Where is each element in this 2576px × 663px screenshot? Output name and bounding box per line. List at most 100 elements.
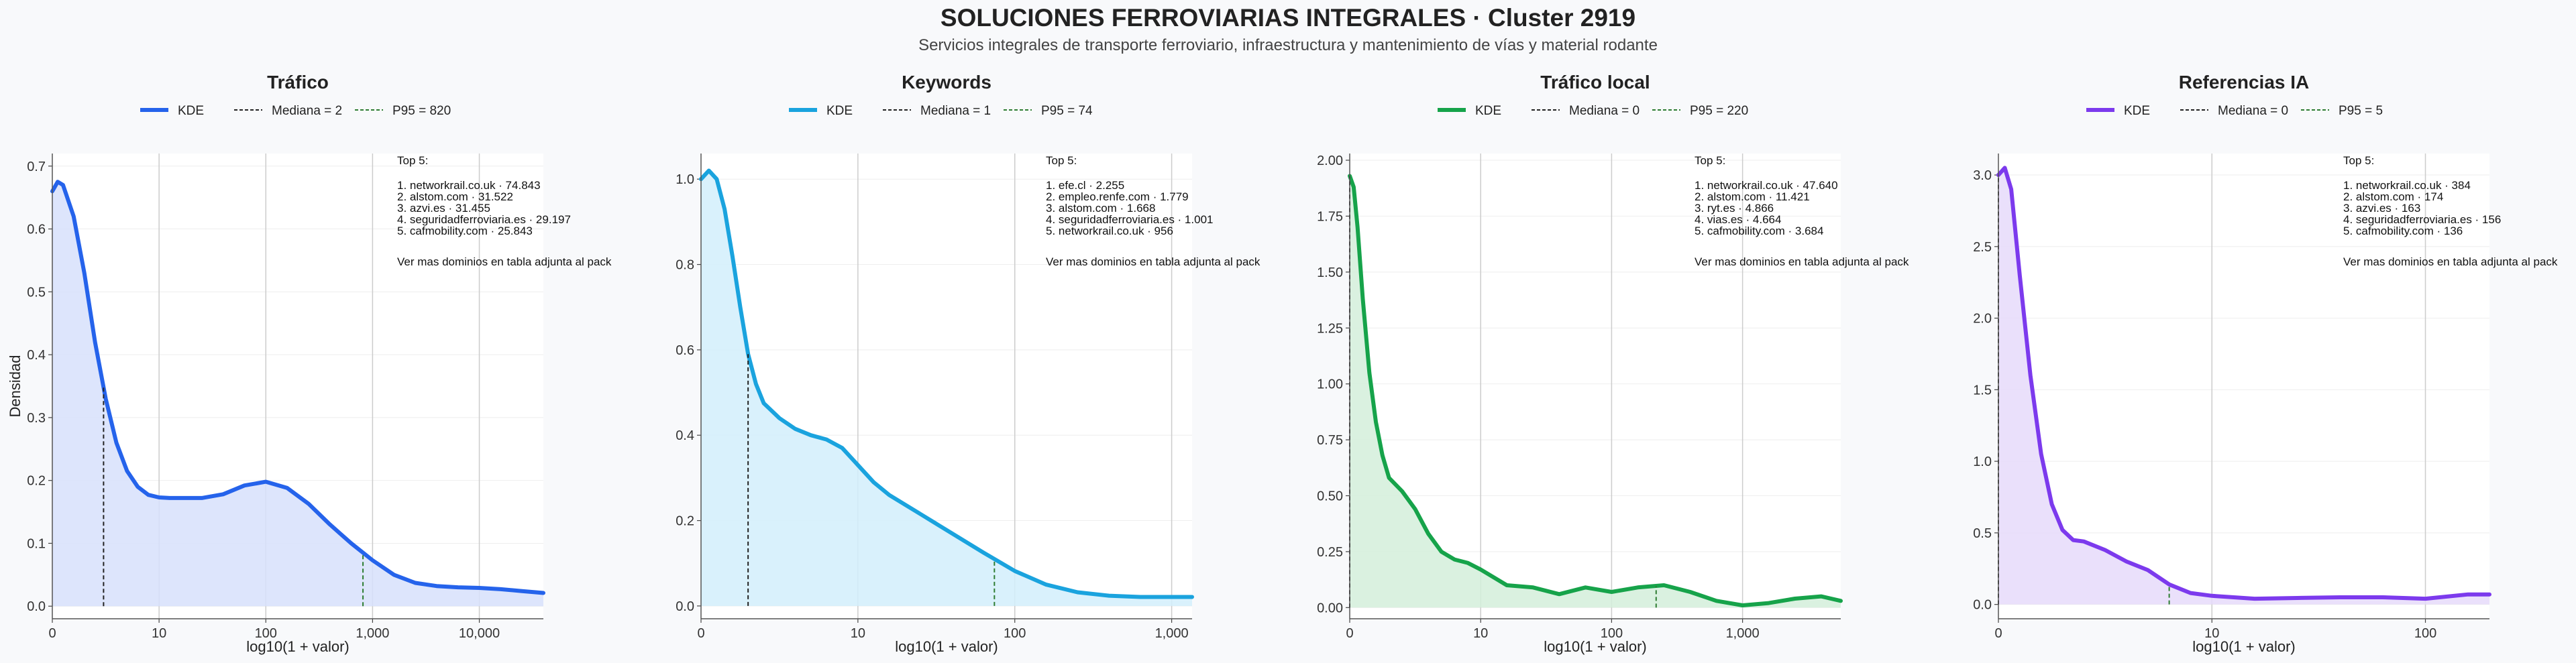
chart-panel: 0.00 0.25 0.50 0.75 1.00 1.25 1.50 1.75 2.00 0 10 1…: [1317, 72, 1909, 655]
y-tick-label: 0.50: [1317, 489, 1343, 503]
y-tick-label: 0.5: [27, 285, 46, 300]
x-tick-label: 0: [1994, 626, 2002, 641]
top5-heading: Top 5:: [1046, 154, 1077, 167]
chart-panel: 0.0 0.2 0.4 0.6 0.8 1.0 0 10 100 1,000 Keywords log…: [676, 72, 1260, 655]
chart-title: Referencias IA: [2179, 72, 2310, 93]
x-tick-label: 0: [697, 626, 704, 641]
top5-item: 1. networkrail.co.uk · 384: [2343, 179, 2471, 192]
chart-title: Tráfico: [267, 72, 329, 93]
x-axis-label: log10(1 + valor): [246, 638, 349, 655]
legend: KDE Mediana = 1 P95 = 74: [789, 104, 1093, 118]
top5-item: 1. networkrail.co.uk · 47.640: [1695, 179, 1838, 192]
y-tick-label: 2.00: [1317, 154, 1343, 168]
top5-item: 3. alstom.com · 1.668: [1046, 202, 1155, 215]
top5-item: 4. vias.es · 4.664: [1695, 213, 1781, 226]
y-tick-label: 0.0: [27, 599, 46, 614]
top5-item: 5. networkrail.co.uk · 956: [1046, 225, 1173, 237]
chart-title: Keywords: [902, 72, 991, 93]
y-tick-label: 0.2: [676, 514, 694, 529]
top5-item: 5. cafmobility.com · 136: [2343, 225, 2463, 237]
legend-label: Mediana = 0: [1569, 104, 1640, 118]
y-tick-label: 0.6: [27, 223, 46, 237]
kde-line: [1996, 166, 2491, 601]
top5-item: 1. efe.cl · 2.255: [1046, 179, 1124, 192]
y-tick-label: 3.0: [1973, 168, 1992, 183]
x-tick-label: 10: [851, 626, 865, 641]
x-tick-label: 1,000: [1155, 626, 1189, 641]
legend-label: KDE: [178, 104, 204, 118]
y-tick-label: 0.25: [1317, 545, 1343, 560]
legend: KDE Mediana = 2 P95 = 820: [140, 104, 451, 118]
top5-heading: Top 5:: [397, 154, 428, 167]
kde-line: [50, 180, 545, 595]
x-tick-label: 10: [1473, 626, 1488, 641]
y-tick-label: 0.4: [676, 428, 694, 443]
kde-area: [1998, 168, 2489, 605]
x-axis-label: log10(1 + valor): [895, 638, 998, 655]
legend: KDE Mediana = 0 P95 = 220: [1438, 104, 1748, 118]
top5-item: 2. alstom.com · 174: [2343, 190, 2443, 203]
top5-item: 4. seguridadferroviaria.es · 156: [2343, 213, 2501, 226]
kde-line: [1348, 174, 1843, 607]
y-tick-label: 2.5: [1973, 240, 1992, 255]
x-tick-label: 0: [1346, 626, 1353, 641]
y-tick-label: 0.3: [27, 411, 46, 426]
legend-label: KDE: [826, 104, 853, 118]
top5-note: Ver mas dominios en tabla adjunta al pac…: [1046, 255, 1260, 268]
top5-heading: Top 5:: [2343, 154, 2374, 167]
y-tick-label: 0.0: [1973, 598, 1992, 613]
x-tick-label: 100: [255, 626, 277, 641]
x-tick-label: 1,000: [356, 626, 389, 641]
legend-label: P95 = 220: [1690, 104, 1748, 118]
y-tick-label: 0.1: [27, 536, 46, 551]
page-subtitle: Servicios integrales de transporte ferro…: [918, 36, 1658, 54]
kde-area: [52, 182, 543, 607]
chart-title: Tráfico local: [1540, 72, 1650, 93]
legend-label: P95 = 5: [2339, 104, 2383, 118]
x-tick-label: 1,000: [1726, 626, 1760, 641]
legend-label: P95 = 74: [1041, 104, 1093, 118]
kde-area: [1350, 176, 1841, 608]
top5-item: 3. azvi.es · 163: [2343, 202, 2420, 215]
y-tick-label: 0.4: [27, 348, 46, 363]
y-tick-label: 1.0: [676, 172, 694, 187]
y-tick-label: 1.75: [1317, 209, 1343, 224]
y-tick-label: 1.00: [1317, 377, 1343, 392]
top5-item: 1. networkrail.co.uk · 74.843: [397, 179, 541, 192]
chart-panel: 0.0 0.5 1.0 1.5 2.0 2.5 3.0 0 10 100 Referencias I…: [1973, 72, 2558, 655]
y-tick-label: 0.0: [676, 599, 694, 614]
x-tick-label: 10,000: [459, 626, 500, 641]
top5-item: 5. cafmobility.com · 3.684: [1695, 225, 1823, 237]
legend-label: KDE: [1475, 104, 1501, 118]
top5-item: 2. alstom.com · 11.421: [1695, 190, 1810, 203]
y-axis-label: Densidad: [7, 355, 23, 418]
x-tick-label: 100: [1601, 626, 1623, 641]
y-tick-label: 0.8: [676, 258, 694, 273]
top5-note: Ver mas dominios en tabla adjunta al pac…: [397, 255, 612, 268]
y-tick-label: 0.5: [1973, 526, 1992, 541]
y-tick-label: 0.6: [676, 343, 694, 358]
y-tick-label: 0.7: [27, 160, 46, 174]
y-tick-label: 1.0: [1973, 455, 1992, 469]
top5-item: 2. alstom.com · 31.522: [397, 190, 513, 203]
top5-item: 4. seguridadferroviaria.es · 29.197: [397, 213, 571, 226]
top5-item: 5. cafmobility.com · 25.843: [397, 225, 533, 237]
y-tick-label: 1.25: [1317, 321, 1343, 336]
y-tick-label: 1.50: [1317, 265, 1343, 280]
y-tick-label: 2.0: [1973, 312, 1992, 326]
y-tick-label: 0.00: [1317, 601, 1343, 615]
legend-label: Mediana = 1: [920, 104, 991, 118]
legend: KDE Mediana = 0 P95 = 5: [2086, 104, 2383, 118]
legend-label: P95 = 820: [392, 104, 451, 118]
top5-note: Ver mas dominios en tabla adjunta al pac…: [1695, 255, 1909, 268]
top5-item: 4. seguridadferroviaria.es · 1.001: [1046, 213, 1213, 226]
x-tick-label: 100: [1004, 626, 1026, 641]
page-title: SOLUCIONES FERROVIARIAS INTEGRALES · Clu…: [940, 4, 1636, 32]
x-axis-label: log10(1 + valor): [2192, 638, 2295, 655]
top5-heading: Top 5:: [1695, 154, 1725, 167]
